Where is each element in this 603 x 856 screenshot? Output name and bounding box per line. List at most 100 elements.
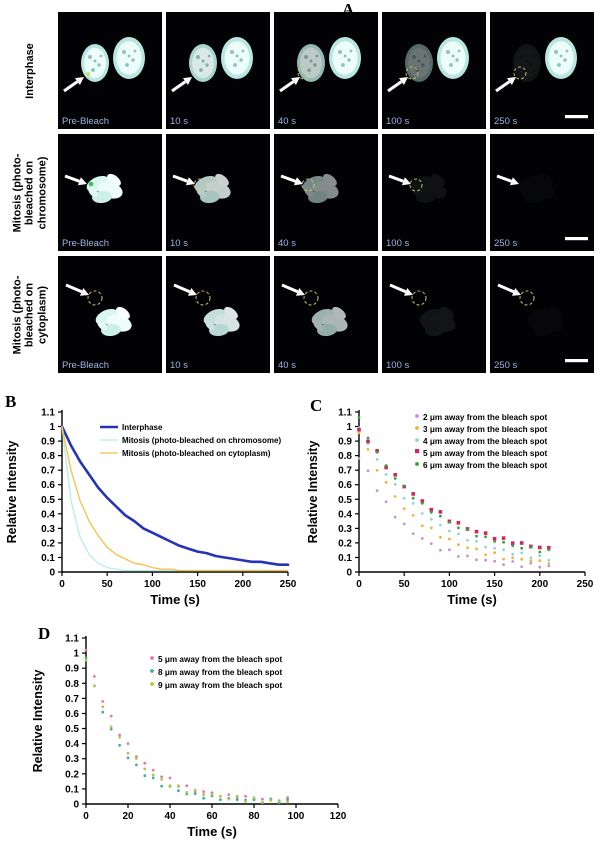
- microscopy-frame: Pre-Bleach: [58, 256, 162, 373]
- x-tick-label: 40: [164, 811, 176, 822]
- y-tick-label: 0.2: [338, 538, 352, 549]
- arrow-icon: [281, 283, 305, 296]
- plot-area: 0 0.1 0.2 0.3 0.4 0.5 0.6 0.7 0.8 0.9 1 1.1 0 50 100 15…: [306, 408, 594, 608]
- x-tick-label: 60: [206, 811, 218, 822]
- arrow-icon: [495, 77, 516, 93]
- bleach-region-circle: [195, 290, 211, 306]
- x-tick-label: 50: [102, 579, 114, 590]
- panel-b-chart: 0 0.1 0.2 0.3 0.4 0.5 0.6 0.7 0.8 0.9 1 1.1 0 50 100 15…: [2, 390, 302, 622]
- arrow-icon: [388, 174, 411, 186]
- frame-time-label: 250 s: [494, 238, 517, 249]
- row-label-cell: Mitosis (photo-bleached on cytoplasm): [6, 256, 54, 373]
- panel-d-chart: 0 0.1 0.2 0.3 0.4 0.5 0.6 0.7 0.8 0.9 1 1.1 0 20 40 60 8…: [28, 618, 360, 851]
- bleach-region-circle: [87, 290, 103, 306]
- series-line: [61, 425, 289, 572]
- arrow-icon: [65, 283, 89, 296]
- nucleus: [81, 44, 109, 82]
- y-tick-label: 1.1: [65, 634, 79, 645]
- y-tick-label: 1: [346, 422, 352, 433]
- y-tick-label: 0.6: [338, 480, 352, 491]
- nucleus: [405, 44, 433, 82]
- series-points: [357, 457, 551, 569]
- y-axis-title: Relative Intensity: [31, 670, 45, 773]
- nucleus: [221, 37, 253, 79]
- microscopy-frame: 100 s: [382, 134, 486, 251]
- y-tick-label: 0.9: [338, 437, 352, 448]
- y-tick-label: 0.8: [338, 451, 352, 462]
- y-tick-label: 0.1: [41, 553, 55, 564]
- bleach-region-circle: [405, 66, 419, 80]
- frame-time-label: Pre-Bleach: [62, 116, 109, 127]
- row-label: Mitosis (photo-bleached on chromosome): [11, 153, 49, 232]
- scale-bar: [565, 237, 588, 241]
- bleach-region-circle: [519, 290, 535, 306]
- y-tick-label: 0.4: [338, 509, 352, 520]
- arrow-icon: [497, 283, 521, 296]
- x-tick-label: 50: [399, 579, 411, 590]
- microscopy-frame: 250 s: [490, 134, 594, 251]
- frame-time-label: Pre-Bleach: [62, 238, 109, 249]
- arrow-icon: [279, 77, 300, 93]
- x-tick-label: 100: [144, 579, 161, 590]
- y-tick-label: 0.4: [65, 739, 79, 750]
- arrow-icon: [496, 174, 519, 186]
- bleach-region-circle: [193, 178, 207, 192]
- legend-label: 6 μm away from the bleach spot: [423, 461, 547, 470]
- y-tick-label: 0.5: [41, 495, 55, 506]
- y-tick-label: 0.7: [41, 466, 55, 477]
- chromosome-mass: [525, 305, 566, 337]
- y-tick-label: 0: [49, 568, 55, 579]
- bleach-region-circle: [303, 290, 319, 306]
- y-tick-label: 0: [73, 800, 79, 811]
- series-points: [357, 416, 551, 554]
- y-tick-label: 0.3: [41, 524, 55, 535]
- panel-c-chart: 0 0.1 0.2 0.3 0.4 0.5 0.6 0.7 0.8 0.9 1 1.1 0 50 100 15…: [303, 390, 601, 622]
- bleach-region-circle: [297, 66, 311, 80]
- microscopy-frame: 100 s: [382, 256, 486, 373]
- legend-label: 4 μm away from the bleach spot: [423, 437, 547, 446]
- x-tick-label: 200: [531, 579, 548, 590]
- arrow-icon: [63, 77, 84, 93]
- x-tick-label: 120: [330, 811, 347, 822]
- bleach-spot: [86, 72, 90, 76]
- frame-time-label: 250 s: [494, 116, 517, 127]
- legend: 2 μm away from the bleach spot 3 μm away …: [415, 413, 547, 470]
- legend: 5 μm away from the bleach spot 8 μm away …: [150, 655, 282, 690]
- microscopy-frame: 10 s: [166, 256, 270, 373]
- x-axis-title: Time (s): [150, 592, 200, 607]
- microscopy-frame: 40 s: [274, 256, 378, 373]
- legend-label: 8 μm away from the bleach spot: [158, 668, 282, 677]
- arrow-icon: [387, 77, 408, 93]
- arrow-icon: [171, 77, 192, 93]
- chromosome-mass: [86, 173, 123, 204]
- x-tick-label: 150: [189, 579, 206, 590]
- legend: Interphase Mitosis (photo-bleached on chr…: [100, 423, 281, 458]
- scale-bar: [565, 359, 588, 363]
- chromosome-mass: [419, 306, 456, 337]
- y-tick-label: 0.4: [41, 509, 55, 520]
- frame-time-label: 100 s: [386, 360, 409, 371]
- y-tick-label: 0.1: [338, 553, 352, 564]
- microscopy-frame: 250 s: [490, 12, 594, 129]
- x-axis-title: Time (s): [447, 592, 497, 607]
- legend-label: Mitosis (photo-bleached on cytoplasm): [122, 449, 271, 458]
- x-tick-label: 200: [234, 579, 251, 590]
- y-axis-title: Relative Intensity: [5, 441, 19, 544]
- panel-b-label: B: [5, 392, 17, 411]
- arrow-icon: [173, 283, 197, 296]
- nucleus: [189, 44, 217, 82]
- plot-area: 0 0.1 0.2 0.3 0.4 0.5 0.6 0.7 0.8 0.9 1 1.1 0 20 40 60 8…: [31, 634, 347, 840]
- frame-time-label: 40 s: [278, 238, 296, 249]
- y-tick-label: 0: [346, 568, 352, 579]
- chromosome-mass: [302, 173, 339, 204]
- nucleus: [437, 37, 469, 79]
- x-tick-label: 250: [280, 579, 297, 590]
- legend-label: 3 μm away from the bleach spot: [423, 425, 547, 434]
- panel-a-microscopy-grid: Interphase Pre-Bleach 10 s 40 s 100 s 250 s Mi…: [6, 12, 594, 373]
- legend-label: 9 μm away from the bleach spot: [158, 681, 282, 690]
- chromosome-mass: [203, 306, 240, 337]
- y-tick-label: 0.8: [41, 451, 55, 462]
- x-tick-label: 0: [59, 579, 65, 590]
- nucleus: [545, 37, 577, 79]
